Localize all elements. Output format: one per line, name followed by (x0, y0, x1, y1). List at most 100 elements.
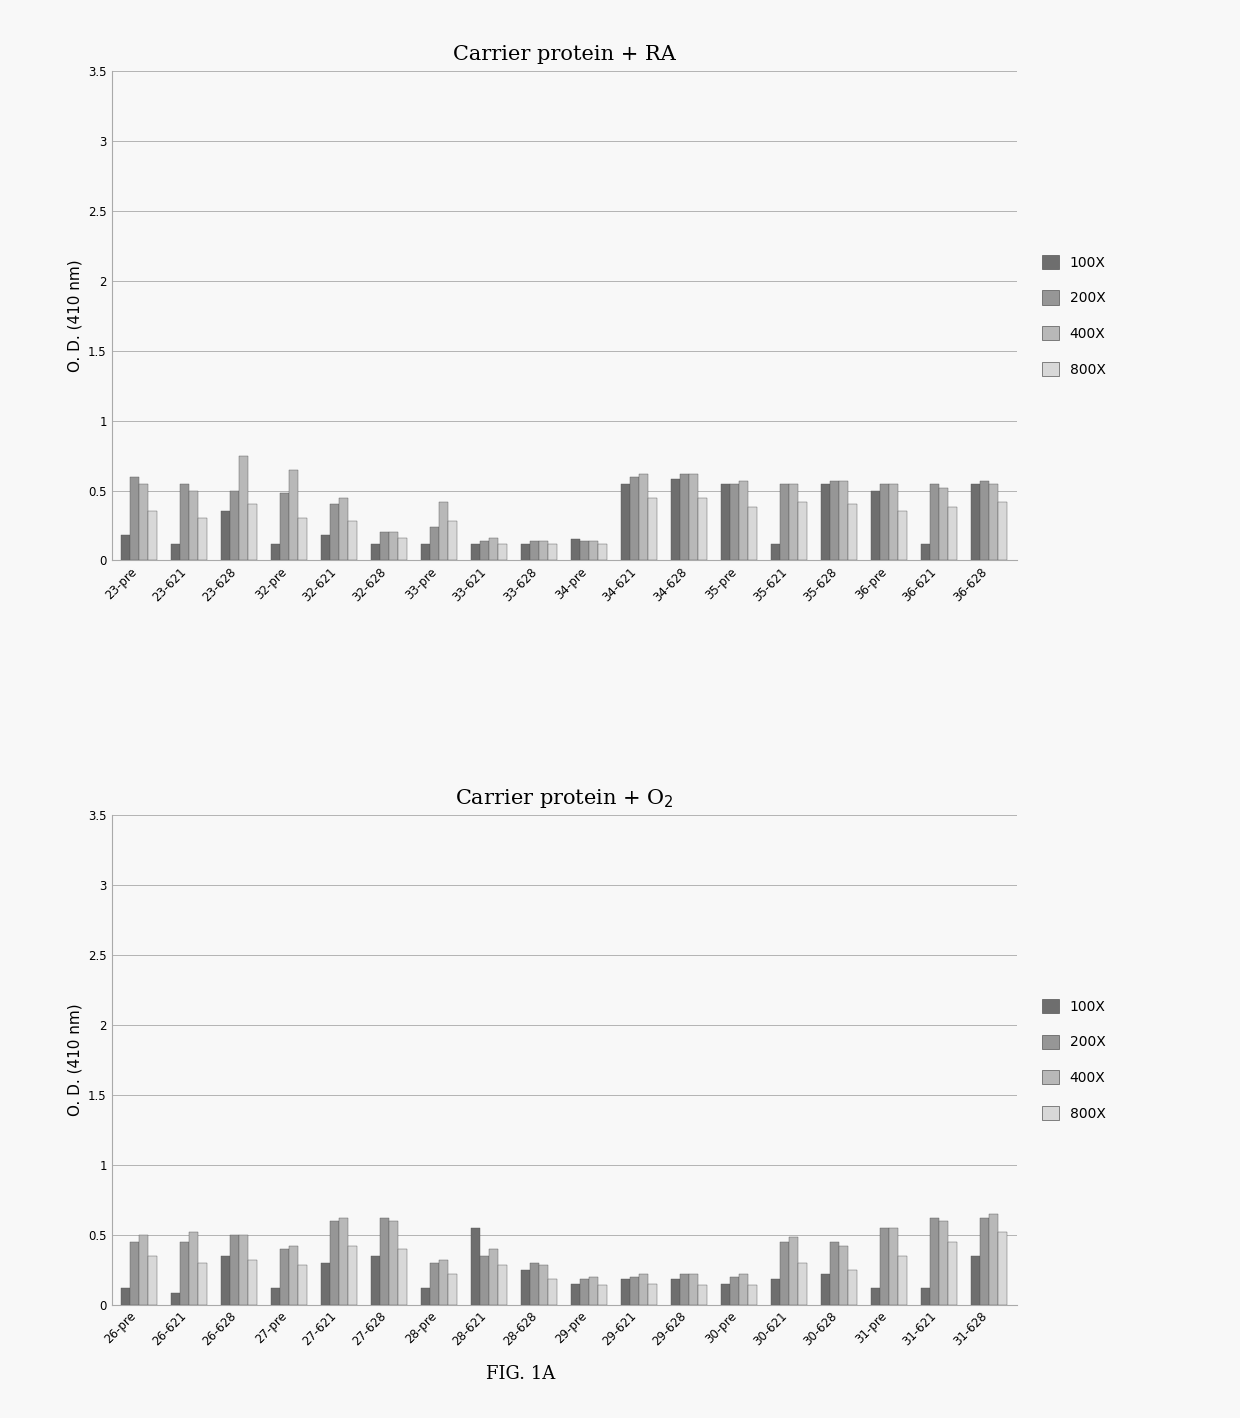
Bar (371, 543, 381, 560)
Bar (448, 1273, 458, 1305)
Bar (739, 1273, 748, 1305)
Bar (298, 1265, 308, 1305)
Bar (572, 539, 580, 560)
Bar (722, 484, 730, 560)
Bar (239, 1235, 248, 1305)
Bar (471, 543, 480, 560)
Y-axis label: O. D. (410 nm): O. D. (410 nm) (67, 259, 83, 372)
Bar (490, 537, 498, 560)
Bar (681, 474, 689, 560)
Text: FIG. 1A: FIG. 1A (486, 1364, 556, 1383)
Bar (330, 505, 340, 560)
Bar (381, 1218, 389, 1305)
Bar (381, 533, 389, 560)
Bar (839, 1246, 848, 1305)
Bar (789, 1238, 799, 1305)
Bar (880, 484, 889, 560)
Bar (848, 1269, 857, 1305)
Bar (122, 535, 130, 560)
Bar (248, 1259, 257, 1305)
Bar (698, 498, 707, 560)
Bar (589, 540, 598, 560)
Bar (939, 1221, 949, 1305)
Bar (748, 1285, 758, 1305)
Bar (880, 1228, 889, 1305)
Bar (598, 1285, 608, 1305)
Bar (889, 1228, 898, 1305)
Bar (521, 543, 531, 560)
Bar (439, 1259, 448, 1305)
Bar (498, 543, 507, 560)
Bar (821, 1273, 831, 1305)
Bar (799, 502, 807, 560)
Bar (739, 481, 748, 560)
Bar (831, 481, 839, 560)
Bar (630, 476, 639, 560)
Bar (480, 1255, 490, 1305)
Legend: 100X, 200X, 400X, 800X: 100X, 200X, 400X, 800X (1042, 255, 1106, 377)
Bar (130, 1242, 139, 1305)
Bar (671, 479, 681, 560)
Bar (448, 522, 458, 560)
Title: Carrier protein + RA: Carrier protein + RA (453, 45, 676, 64)
Bar (321, 1262, 330, 1305)
Bar (949, 1242, 957, 1305)
Bar (490, 1249, 498, 1305)
Bar (939, 488, 949, 560)
Title: Carrier protein + O$_2$: Carrier protein + O$_2$ (455, 787, 673, 810)
Bar (340, 498, 348, 560)
Bar (572, 1283, 580, 1305)
Bar (722, 1283, 730, 1305)
Bar (439, 502, 448, 560)
Bar (580, 1279, 589, 1305)
Bar (930, 1218, 939, 1305)
Bar (990, 1214, 998, 1305)
Bar (831, 1242, 839, 1305)
Bar (689, 1273, 698, 1305)
Bar (371, 1255, 381, 1305)
Bar (990, 484, 998, 560)
Bar (139, 484, 148, 560)
Bar (221, 512, 231, 560)
Bar (981, 481, 990, 560)
Bar (930, 484, 939, 560)
Bar (998, 1232, 1007, 1305)
Bar (598, 543, 608, 560)
Bar (789, 484, 799, 560)
Y-axis label: O. D. (410 nm): O. D. (410 nm) (67, 1004, 83, 1116)
Bar (130, 476, 139, 560)
Bar (921, 543, 930, 560)
Bar (171, 543, 180, 560)
Bar (471, 1228, 480, 1305)
Bar (280, 493, 289, 560)
Bar (589, 1276, 598, 1305)
Bar (872, 1288, 880, 1305)
Bar (122, 1288, 130, 1305)
Bar (430, 1262, 439, 1305)
Bar (348, 1246, 357, 1305)
Bar (799, 1262, 807, 1305)
Bar (771, 1279, 780, 1305)
Bar (872, 491, 880, 560)
Bar (949, 508, 957, 560)
Bar (248, 505, 257, 560)
Bar (231, 491, 239, 560)
Bar (780, 484, 789, 560)
Bar (921, 1288, 930, 1305)
Bar (539, 540, 548, 560)
Bar (148, 1255, 157, 1305)
Bar (671, 1279, 681, 1305)
Bar (639, 1273, 649, 1305)
Bar (848, 505, 857, 560)
Bar (289, 469, 298, 560)
Bar (430, 527, 439, 560)
Bar (272, 1288, 280, 1305)
Bar (198, 1262, 207, 1305)
Bar (981, 1218, 990, 1305)
Bar (190, 491, 198, 560)
Bar (239, 455, 248, 560)
Bar (621, 484, 630, 560)
Bar (289, 1246, 298, 1305)
Bar (298, 519, 308, 560)
Bar (649, 498, 657, 560)
